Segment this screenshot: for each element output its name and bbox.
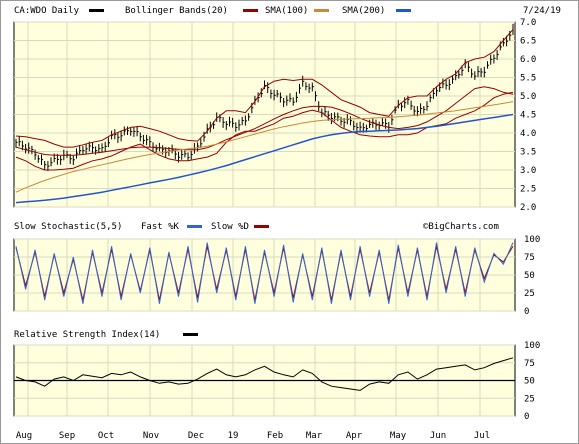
stochastic-y-tick-label: 75	[524, 253, 535, 263]
price-y-tick-label: 3.0	[520, 166, 536, 176]
x-tick-label: Dec	[188, 431, 204, 441]
stochastic-title: Slow Stochastic(5,5)	[14, 222, 122, 232]
price-y-tick-label: 4.0	[520, 129, 536, 139]
trend-line-blue	[15, 113, 514, 204]
date-label: 7/24/19	[523, 6, 561, 16]
legend-swatch-sma100	[314, 9, 329, 12]
rsi-y-tick-label: 75	[524, 359, 535, 369]
legend-swatch-bollinger	[243, 9, 258, 12]
rsi-y-tick-label: 100	[524, 341, 540, 351]
legend-swatch-fast-k	[187, 225, 202, 228]
rsi-y-tick-label: 0	[524, 412, 529, 422]
watermark-bigcharts: ©BigCharts.com	[423, 222, 499, 232]
x-tick-label: May	[390, 431, 407, 441]
stochastic-y-tick-label: 50	[524, 271, 535, 281]
x-tick-label: 19	[228, 431, 239, 441]
legend-label-sma100: SMA(100)	[265, 6, 308, 16]
legend-swatch-price	[89, 9, 104, 12]
price-y-tick-label: 5.5	[520, 74, 536, 84]
price-y-tick-label: 2.0	[520, 203, 536, 213]
rsi-line	[15, 357, 514, 391]
legend-label-fast-k: Fast %K	[141, 222, 180, 232]
x-tick-label: Oct	[98, 431, 114, 441]
price-y-tick-label: 2.5	[520, 185, 536, 195]
x-tick-label: Aug	[16, 431, 32, 441]
x-tick-label: Mar	[306, 431, 323, 441]
price-y-tick-label: 7.0	[520, 18, 536, 28]
legend-swatch-slow-d	[254, 225, 269, 228]
rsi-y-tick-label: 50	[524, 377, 535, 387]
x-tick-label: Sep	[59, 431, 75, 441]
x-tick-label: Jun	[430, 431, 446, 441]
stochastic-y-tick-label: 25	[524, 289, 535, 299]
price-y-tick-label: 6.5	[520, 37, 536, 47]
fast-k-line	[15, 242, 514, 304]
legend-label-sma200: SMA(200)	[342, 6, 385, 16]
rsi-y-tick-label: 25	[524, 394, 535, 404]
legend-label-bollinger: Bollinger Bands(20)	[125, 6, 228, 16]
rsi-title: Relative Strength Index(14)	[14, 330, 160, 340]
legend-swatch-rsi	[183, 333, 198, 336]
stochastic-y-tick-label: 100	[524, 235, 540, 245]
sma100-line	[15, 86, 514, 156]
sma200-line	[15, 101, 514, 193]
x-tick-label: Feb	[267, 431, 283, 441]
legend-label-slow-d: Slow %D	[211, 222, 249, 232]
price-y-tick-label: 3.5	[520, 148, 536, 158]
price-y-tick-label: 5.0	[520, 92, 536, 102]
symbol-label: CA:WDO Daily	[14, 6, 80, 16]
x-tick-label: Apr	[346, 431, 363, 441]
bollinger-upper-line	[15, 29, 514, 148]
price-y-tick-label: 4.5	[520, 111, 536, 121]
legend-swatch-sma200	[396, 9, 411, 12]
price-y-tick-label: 6.0	[520, 55, 536, 65]
x-tick-label: Jul	[474, 431, 490, 441]
x-tick-label: Nov	[143, 431, 159, 441]
stochastic-y-tick-label: 0	[524, 307, 529, 317]
